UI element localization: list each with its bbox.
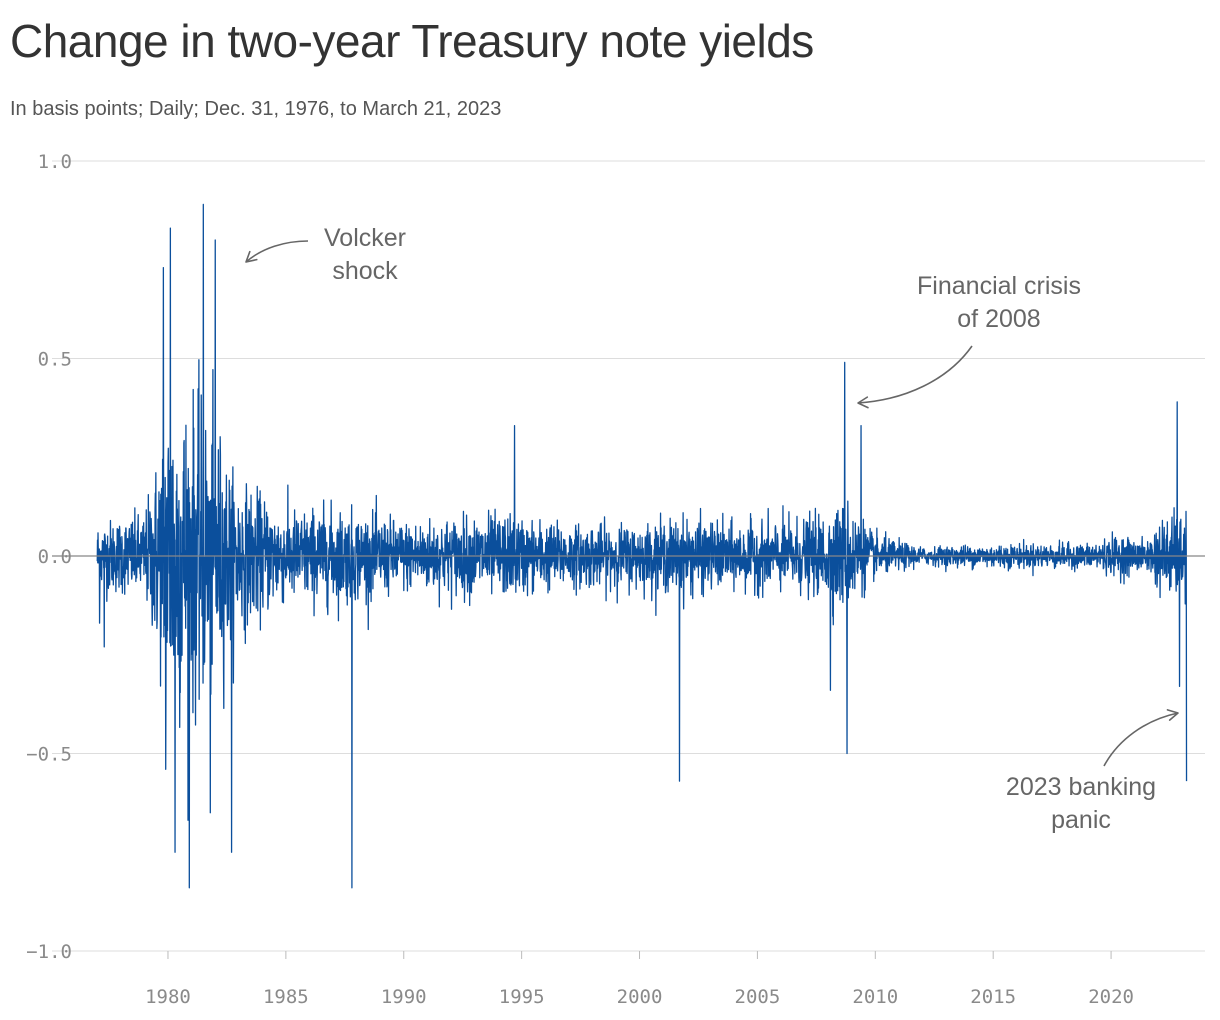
x-tick-label: 2015 xyxy=(970,986,1016,1008)
annotation-arrow xyxy=(857,345,973,404)
annotation: Volcker shock xyxy=(245,224,406,285)
annotation-label: shock xyxy=(332,257,398,285)
y-tick-label: −1.0 xyxy=(26,941,72,963)
annotation-label: Volcker xyxy=(324,224,406,252)
x-tick-label: 2020 xyxy=(1088,986,1134,1008)
annotation: Financial crisis of 2008 xyxy=(857,272,1081,409)
arrowhead-icon xyxy=(1166,709,1179,721)
arrowhead-icon xyxy=(857,396,869,409)
arrowhead-icon xyxy=(245,250,258,263)
annotation-label: panic xyxy=(1051,806,1111,834)
x-axis: 1980 1985 1990 1995 2000 2005 2010 2015 2020 xyxy=(145,951,1134,1008)
x-tick-label: 2000 xyxy=(617,986,663,1008)
y-tick-label: −0.5 xyxy=(26,744,72,766)
x-tick-label: 1990 xyxy=(381,986,427,1008)
annotation-label: Financial crisis xyxy=(917,272,1081,300)
gridlines xyxy=(52,160,1205,952)
annotation-label: 2023 banking xyxy=(1006,773,1156,801)
annotation-arrow xyxy=(1103,712,1179,767)
chart-subtitle: In basis points; Daily; Dec. 31, 1976, t… xyxy=(10,98,502,120)
annotation-arrow xyxy=(245,240,309,263)
x-tick-label: 2010 xyxy=(852,986,898,1008)
annotations: Volcker shock Financial crisis of 2008 2023 … xyxy=(245,224,1179,834)
y-tick-label: 0.5 xyxy=(38,349,72,371)
annotation-label: of 2008 xyxy=(957,305,1040,333)
x-tick-label: 1995 xyxy=(499,986,545,1008)
x-tick-label: 2005 xyxy=(735,986,781,1008)
x-tick-label: 1985 xyxy=(263,986,309,1008)
y-axis: 1.0 0.5 0.0 −0.5 −1.0 xyxy=(26,151,72,963)
annotation: 2023 banking panic xyxy=(1006,709,1179,834)
x-tick-label: 1980 xyxy=(145,986,191,1008)
chart-title: Change in two-year Treasury note yields xyxy=(10,15,814,67)
y-tick-label: 0.0 xyxy=(38,546,72,568)
y-tick-label: 1.0 xyxy=(38,151,72,173)
